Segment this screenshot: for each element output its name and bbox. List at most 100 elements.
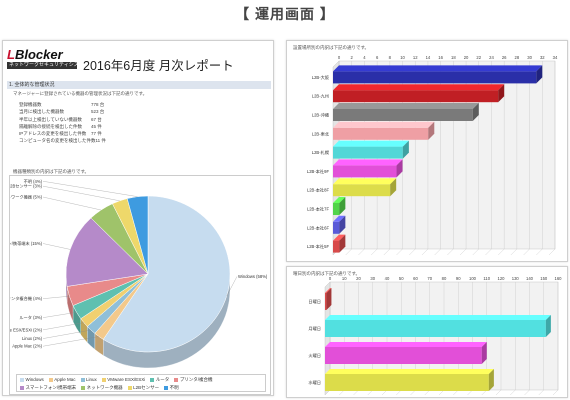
bar-end — [481, 342, 487, 364]
summary-table: 登録機器数 778 台 当月に検出した機器数 523 台 半年以上検出していない機器… — [19, 101, 119, 145]
bar — [333, 109, 473, 121]
bar-top — [333, 197, 346, 203]
section-title: 1. 全体的な管理状況 — [7, 81, 271, 89]
logo-subtitle: ネットワークセキュリティシステム — [7, 62, 89, 69]
summary-row: 登録機器数 778 台 — [19, 102, 105, 107]
x-tick-label: 60 — [413, 276, 418, 281]
category-label: L2B-東北 — [312, 130, 330, 137]
weekday-chart-caption: 曜日別の内訳は下記の通りです。 — [293, 271, 361, 276]
x-tick-label: 34 — [553, 55, 558, 60]
pie-slice-label: L2Bセンサー (3%) — [10, 184, 43, 190]
gridline — [345, 248, 352, 256]
bar — [325, 347, 482, 364]
x-tick-label: 0 — [338, 55, 341, 60]
bar — [325, 374, 489, 391]
category-label: 月曜日 — [308, 326, 321, 332]
x-tick-label: 28 — [515, 55, 520, 60]
pie-slice-label: プリンタ複合機 (4%) — [10, 295, 43, 302]
bar-end — [545, 315, 551, 337]
bar-end — [402, 140, 409, 159]
x-tick-label: 40 — [385, 276, 390, 281]
gridline — [409, 248, 416, 256]
x-tick-label: 70 — [427, 276, 432, 281]
legend-label: スマートフォン/携帯端末 — [25, 385, 77, 390]
bar-end — [339, 215, 346, 234]
legend-item: Apple Mac — [48, 376, 76, 384]
gridline — [459, 248, 467, 256]
category-label: L2B-九州 — [312, 93, 329, 100]
legend-item: ネットワーク機器 — [81, 384, 123, 392]
x-tick-label: 24 — [489, 55, 494, 60]
x-tick-label: 12 — [413, 55, 418, 60]
gridline — [370, 248, 378, 256]
bar — [325, 320, 546, 337]
x-tick-label: 2 — [351, 55, 354, 60]
report-page: LBlocker ネットワークセキュリティシステム 2016年6月度 月次レポー… — [2, 40, 274, 396]
location-bar-chart-panel: 設置場所別の内訳は下記の通りです。 0 2 4 6 8 10 12 14 16 18 20 22 24 2… — [286, 40, 568, 262]
logo-prefix: L — [7, 47, 15, 62]
gridline — [485, 248, 492, 256]
legend-swatch — [80, 378, 85, 382]
pie-slice-label: Linux (2%) — [22, 336, 43, 341]
gridline — [552, 389, 559, 396]
legend-item: プリンタ/複合機 — [174, 376, 213, 384]
gridline — [472, 248, 479, 256]
legend-label: L2Bセンサー — [133, 385, 160, 390]
weekday-bar-chart: 0 10 20 30 40 50 60 70 80 90 100 110 120 130 140 150 160… — [308, 276, 563, 396]
x-tick-label: 30 — [370, 276, 375, 281]
legend-swatch — [20, 378, 24, 382]
pie-leader-line — [42, 181, 138, 197]
x-tick-label: 90 — [456, 276, 461, 281]
pie-slice-label: VMware ESX/ESXi (2%) — [10, 327, 43, 332]
legend-label: ルータ — [155, 377, 170, 382]
bar-top — [333, 140, 409, 147]
legend-item: L2Bセンサー — [127, 384, 160, 392]
bar-top — [333, 159, 403, 166]
summary-row: 当月に検出した機器数 523 台 — [19, 109, 105, 115]
bar-top — [325, 369, 494, 374]
legend-swatch — [150, 378, 155, 382]
bar-top — [325, 315, 551, 320]
bar-end — [498, 84, 505, 103]
x-tick-label: 10 — [342, 276, 347, 281]
legend-swatch — [81, 386, 86, 390]
bar — [333, 165, 397, 178]
bar — [333, 203, 340, 215]
x-tick-label: 20 — [356, 276, 361, 281]
device-type-pie-chart: Windows (58%) Apple Mac (2%) Linux (2%) VMw… — [9, 175, 271, 395]
x-tick-label: 6 — [376, 55, 379, 60]
gridline — [510, 389, 516, 396]
bar-end — [536, 65, 543, 84]
x-tick-label: 26 — [502, 55, 507, 60]
legend-swatch — [174, 378, 179, 382]
bar-top — [333, 178, 397, 185]
legend-label: Windows — [25, 377, 44, 382]
pie-slice — [65, 217, 149, 287]
pie-slice-label: スマートフォン/携帯端末 (15%) — [10, 240, 43, 247]
location-chart-caption: 設置場所別の内訳は下記の通りです。 — [293, 45, 370, 50]
bar-top — [333, 84, 505, 91]
summary-row: コンピュータ名の変更を検出した件数 11 件 — [19, 138, 106, 144]
gridline — [358, 248, 365, 256]
legend-label: Linux — [86, 377, 97, 382]
pie-slice-label: ルータ (3%) — [19, 314, 42, 321]
category-label: L2B-本社6F — [307, 224, 330, 231]
summary-row: 半年以上検出していない機器数 67 台 — [19, 116, 102, 122]
legend-swatch — [101, 378, 106, 382]
bar-end — [339, 234, 346, 253]
bar-top — [333, 103, 479, 109]
bar — [333, 127, 429, 140]
report-title: 2016年6月度 月次レポート — [83, 59, 234, 73]
bar-top — [333, 215, 346, 222]
bar-end — [339, 197, 346, 215]
bar — [333, 90, 499, 103]
x-tick-label: 160 — [555, 276, 563, 281]
bar-end — [326, 288, 332, 310]
bar — [333, 71, 537, 84]
pie-chart-svg: Windows (58%) Apple Mac (2%) Linux (2%) VMw… — [10, 179, 268, 369]
pie-leader-line — [42, 186, 120, 201]
x-tick-label: 120 — [498, 276, 506, 281]
pie-caption: 機器種類別の内訳は下記の通りです。 — [13, 169, 90, 174]
category-label: L2B-札幌 — [312, 149, 330, 156]
category-label: L2B-沖縄 — [312, 112, 330, 119]
